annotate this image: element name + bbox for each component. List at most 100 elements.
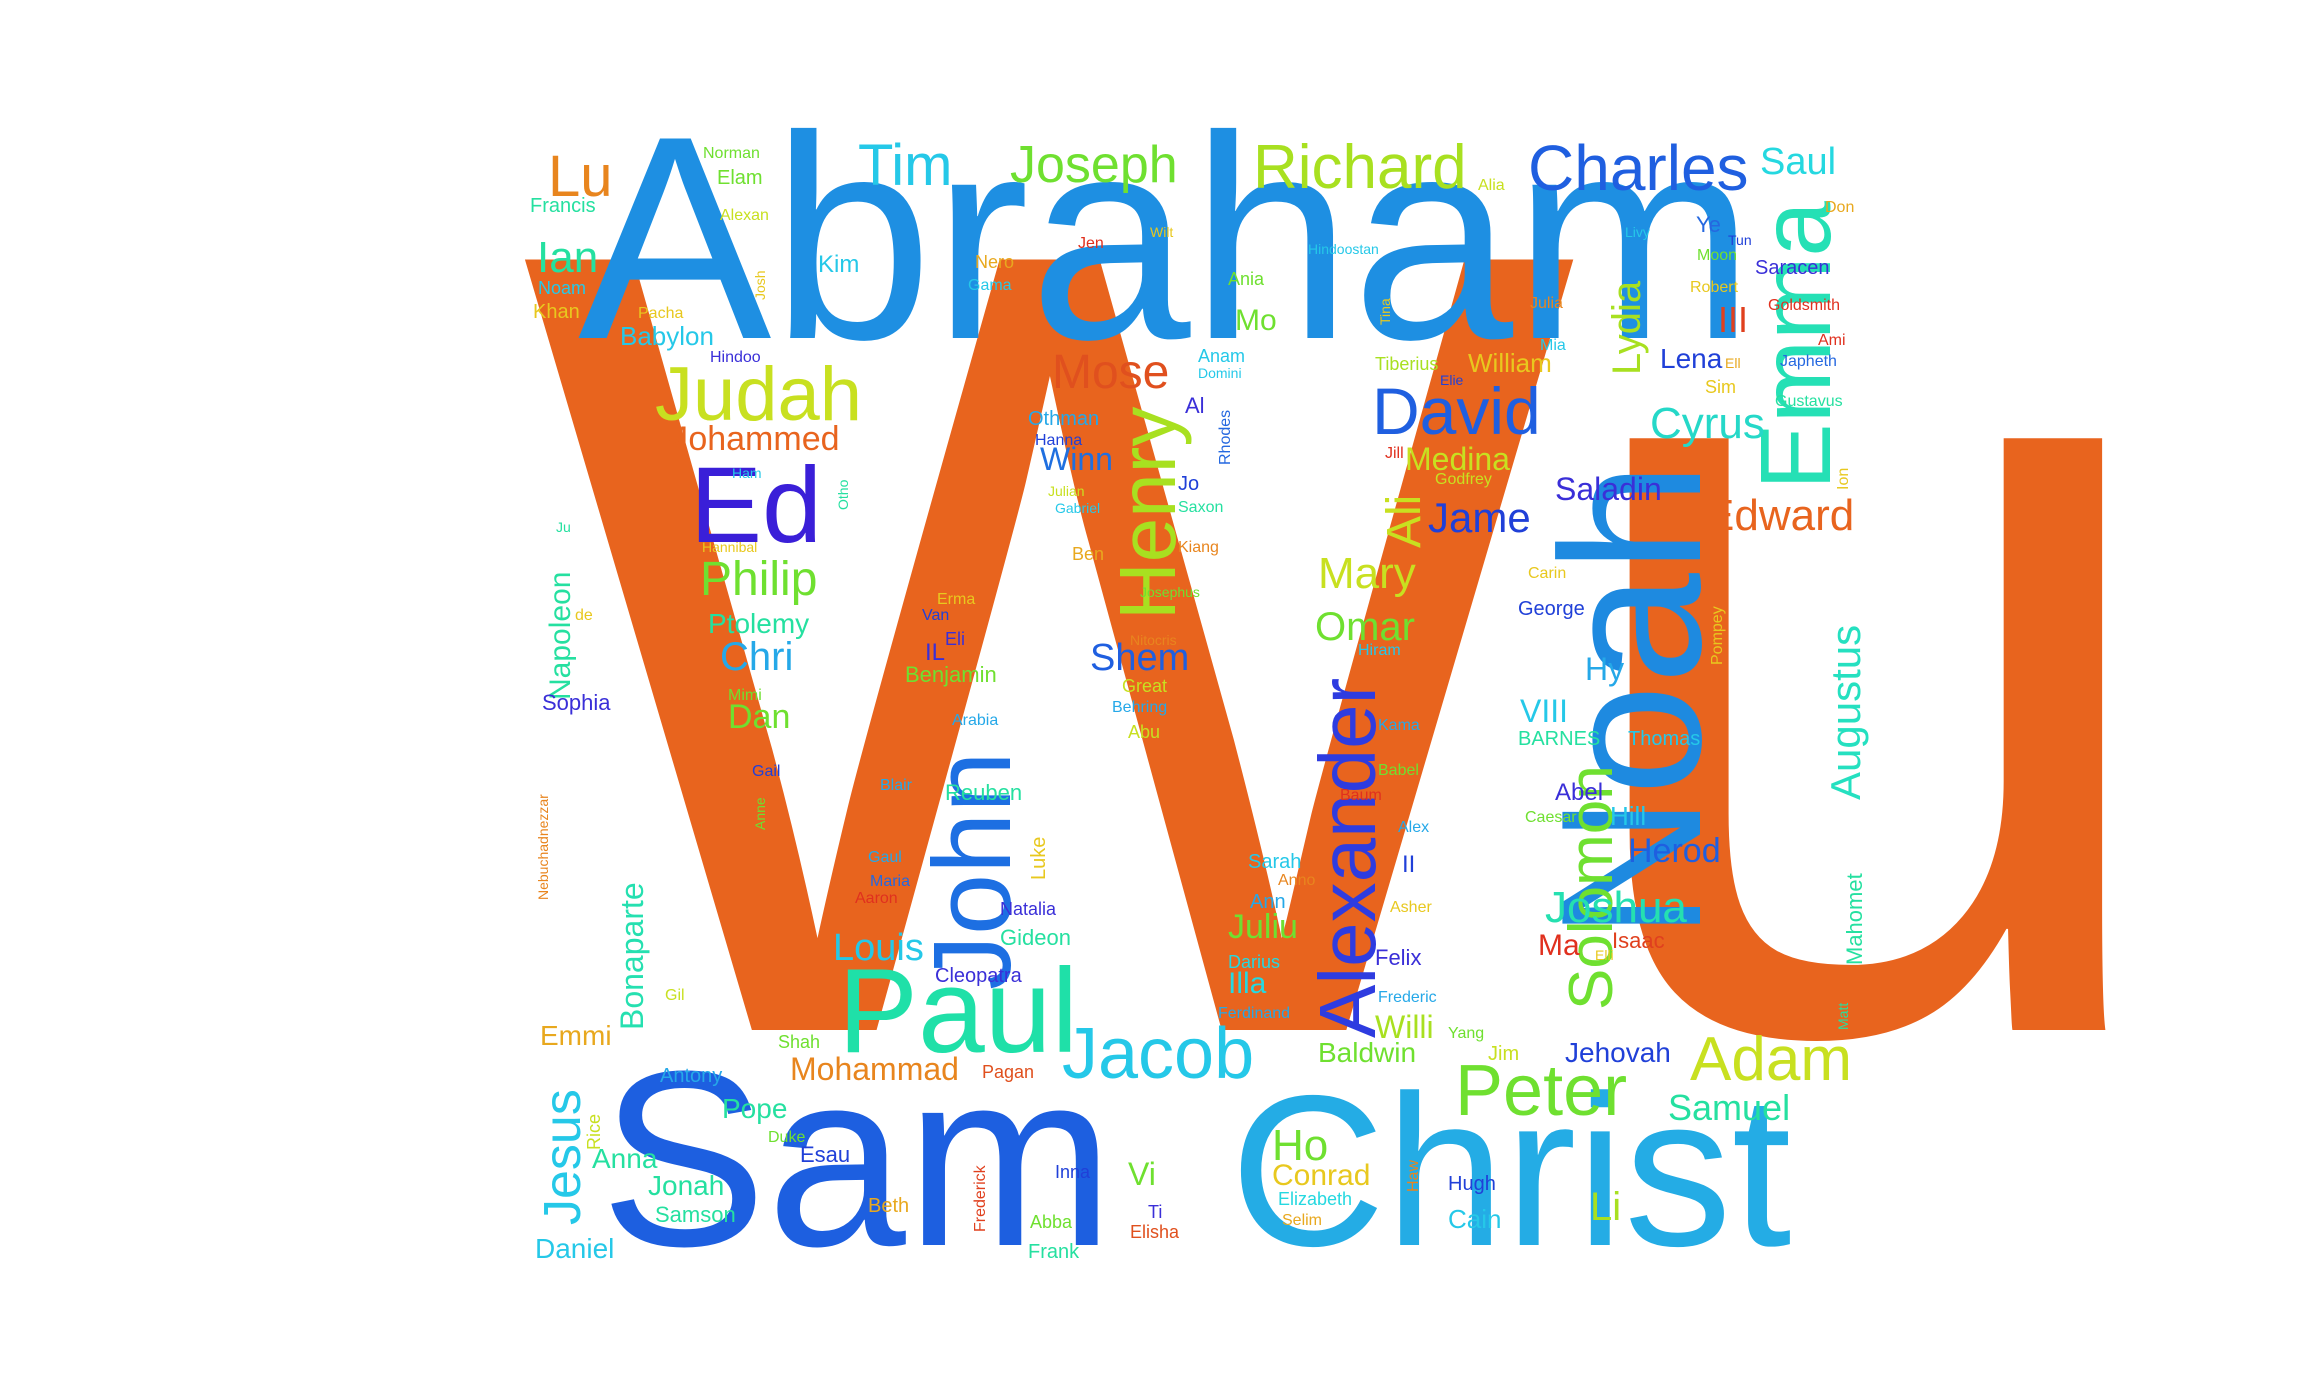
word-frederick: Frederick bbox=[972, 1164, 989, 1232]
word-tun: Tun bbox=[1728, 232, 1752, 248]
word-hindoo: Hindoo bbox=[710, 349, 761, 366]
word-babel: Babel bbox=[1378, 762, 1419, 779]
word-goldsmith: Goldsmith bbox=[1768, 297, 1840, 314]
word-joseph: Joseph bbox=[1010, 136, 1178, 194]
word-kiang: Kiang bbox=[1178, 539, 1219, 556]
word-adam: Adam bbox=[1690, 1025, 1852, 1094]
word-pope: Pope bbox=[722, 1093, 787, 1124]
word-great: Great bbox=[1122, 676, 1167, 696]
word-cyrus: Cyrus bbox=[1650, 399, 1765, 448]
word-ed: Ed bbox=[690, 444, 822, 565]
word-li: Li bbox=[1590, 1185, 1621, 1229]
word-herod: Herod bbox=[1628, 832, 1721, 870]
word-george: George bbox=[1518, 598, 1585, 620]
word-asher: Asher bbox=[1390, 899, 1432, 916]
word-shem: Shem bbox=[1090, 637, 1189, 679]
word-wilt: Wilt bbox=[1150, 224, 1173, 240]
word-pagan: Pagan bbox=[982, 1062, 1034, 1082]
word-cleopatra: Cleopatra bbox=[935, 965, 1023, 987]
word-elizabeth: Elizabeth bbox=[1278, 1189, 1352, 1209]
word-charles: Charles bbox=[1528, 132, 1749, 204]
word-inna: Inna bbox=[1055, 1162, 1091, 1182]
word-il: IL bbox=[925, 639, 945, 666]
word-pacha: Pacha bbox=[638, 305, 683, 322]
word-ania: Ania bbox=[1228, 269, 1265, 289]
word-godfrey: Godfrey bbox=[1435, 471, 1492, 488]
word-philip: Philip bbox=[700, 553, 817, 606]
word-elie: Elie bbox=[1440, 372, 1464, 388]
word-nero: Nero bbox=[975, 252, 1014, 272]
word-anna: Anna bbox=[592, 1143, 658, 1174]
word-william: William bbox=[1468, 348, 1552, 378]
word-mimi: Mimi bbox=[728, 687, 762, 704]
word-antony: Antony bbox=[660, 1065, 722, 1087]
word-jonah: Jonah bbox=[648, 1170, 724, 1201]
word-frank: Frank bbox=[1028, 1241, 1080, 1263]
word-sam: Sam bbox=[600, 1019, 1114, 1298]
word-louis: Louis bbox=[833, 927, 924, 969]
word-ann: Ann bbox=[1250, 891, 1286, 913]
word-benjamin: Benjamin bbox=[905, 662, 997, 687]
word-beth: Beth bbox=[868, 1195, 909, 1217]
word-esau: Esau bbox=[800, 1142, 850, 1167]
word-jill: Jill bbox=[1385, 445, 1404, 462]
word-felix: Felix bbox=[1375, 945, 1421, 970]
word-jame: Jame bbox=[1428, 494, 1531, 541]
word-cain: Cain bbox=[1448, 1204, 1501, 1234]
word-livy: Livy bbox=[1625, 224, 1650, 240]
word-hugh: Hugh bbox=[1448, 1173, 1496, 1195]
word-saul: Saul bbox=[1760, 141, 1836, 183]
word-wu: Wu bbox=[520, 17, 2180, 1268]
word-dan: Dan bbox=[728, 698, 790, 736]
word-viii: VIII bbox=[1520, 693, 1568, 729]
word-abraham: Abraham bbox=[578, 76, 1755, 400]
word-al: Al bbox=[1185, 393, 1205, 418]
word-maria: Maria bbox=[870, 873, 910, 890]
word-eli: Eli bbox=[945, 629, 965, 649]
word-samson: Samson bbox=[655, 1202, 736, 1227]
word-jacob: Jacob bbox=[1062, 1014, 1254, 1094]
word-domini: Domini bbox=[1198, 365, 1242, 381]
word-henry: Henry bbox=[1103, 407, 1192, 620]
word-lydia: Lydia bbox=[1605, 280, 1649, 375]
word-blair: Blair bbox=[880, 777, 913, 794]
word-julia: Julia bbox=[1530, 295, 1563, 312]
word-alia: Alia bbox=[1478, 177, 1505, 194]
word-mary: Mary bbox=[1318, 549, 1416, 598]
word-saladin: Saladin bbox=[1555, 471, 1662, 507]
word-aaron: Aaron bbox=[855, 890, 898, 907]
word-elli: Elli bbox=[1595, 947, 1614, 963]
word-barnes: BARNES bbox=[1518, 728, 1600, 750]
word-richard: Richard bbox=[1253, 133, 1467, 202]
word-luke: Luke bbox=[1028, 837, 1050, 880]
word-ferdinand: Ferdinand bbox=[1218, 1005, 1290, 1022]
word-daniel: Daniel bbox=[535, 1233, 614, 1264]
word-illa: Illa bbox=[1228, 967, 1267, 1000]
word-bonaparte: Bonaparte bbox=[614, 882, 650, 1030]
word-elisha: Elisha bbox=[1130, 1222, 1180, 1242]
word-elam: Elam bbox=[717, 167, 763, 189]
word-edward: Edward bbox=[1705, 491, 1854, 540]
word-otho: Otho bbox=[835, 479, 851, 510]
word-yang: Yang bbox=[1448, 1025, 1484, 1042]
word-matt: Matt bbox=[1835, 1003, 1851, 1030]
word-paul: Paul bbox=[838, 944, 1078, 1078]
word-shah: Shah bbox=[778, 1032, 820, 1052]
word-japheth: Japheth bbox=[1780, 353, 1837, 370]
word-willi: Willi bbox=[1375, 1009, 1434, 1045]
word-noah: Noah bbox=[1520, 462, 1743, 940]
word-thomas: Thomas bbox=[1628, 728, 1700, 750]
word-khan: Khan bbox=[533, 301, 580, 323]
word-don: Don bbox=[1825, 199, 1854, 216]
word-hy: Hy bbox=[1585, 651, 1624, 687]
word-julian: Julian bbox=[1048, 483, 1085, 499]
word-de: de bbox=[575, 607, 593, 624]
word-van: Van bbox=[922, 607, 949, 624]
word-baldwin: Baldwin bbox=[1318, 1037, 1416, 1068]
word-ho: Ho bbox=[1272, 1121, 1328, 1170]
word-ptolemy: Ptolemy bbox=[708, 608, 809, 639]
word-hanna: Hanna bbox=[1035, 432, 1082, 449]
word-christ: Christ bbox=[1230, 1050, 1791, 1291]
word-francis: Francis bbox=[530, 195, 596, 217]
word-babylon: Babylon bbox=[620, 321, 714, 351]
